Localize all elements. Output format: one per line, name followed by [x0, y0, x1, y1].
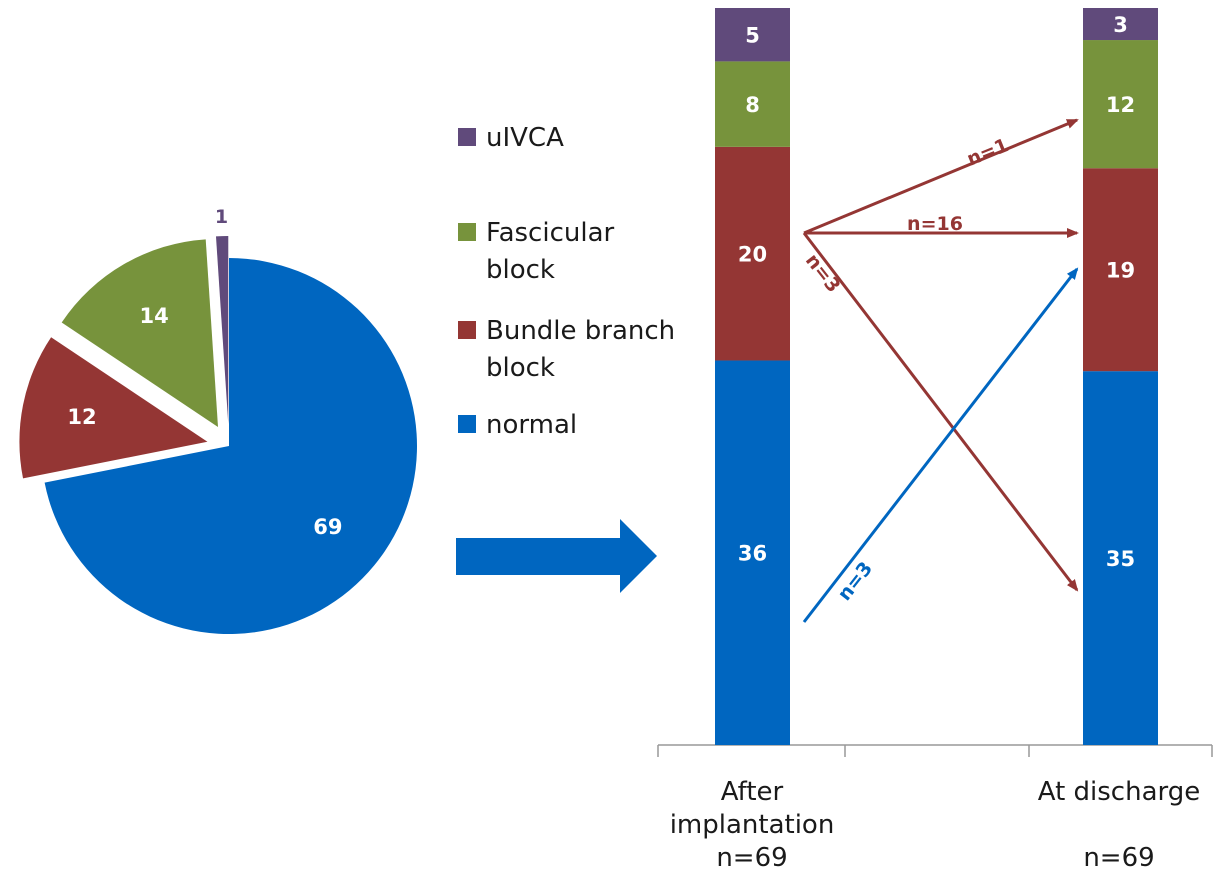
flow-label-normal-to-bundle-branch-block: n=3 — [833, 558, 877, 605]
flow-label-bundle-branch-block-to-normal: n=3 — [801, 250, 845, 297]
bar-segment-bundle-branch-block-1 — [715, 146, 790, 361]
legend-label-uivca-line-1: uIVCA — [486, 123, 564, 153]
bar-label-fascicular-block-1: 8 — [745, 93, 760, 117]
pie-label-bundle-branch-block: 12 — [67, 405, 96, 429]
transition-flows: n=1 n=16 n=3 n=3 — [801, 118, 1079, 623]
pie-slice-fascicular-block — [61, 239, 218, 427]
category-label-2-line-1: At discharge — [1038, 777, 1201, 807]
bar-segment-uivca-2 — [1083, 8, 1158, 41]
flow-arrow-bundle-branch-block-to-normal — [802, 232, 1079, 592]
transition-arrow — [456, 519, 657, 593]
flow-arrow-bundle-branch-block-to-fascicular-block — [803, 118, 1079, 235]
pie-slice-normal — [44, 258, 417, 634]
legend-swatch-fascicular-block — [458, 223, 476, 241]
legend-label-bundle-branch-block-line-1: Bundle branch — [486, 316, 675, 346]
pie-label-fascicular-block: 14 — [139, 304, 168, 328]
flow-label-bundle-branch-block-to-bundle-branch-block: n=16 — [907, 213, 963, 235]
bar-segment-fascicular-block-2 — [1083, 40, 1158, 169]
legend-label-bundle-branch-block-line-2: block — [486, 353, 555, 383]
bar-segment-normal-1 — [715, 360, 790, 745]
pie-chart: 69 12 14 1 — [19, 206, 417, 634]
category-label-1-line-1: After — [721, 777, 784, 807]
legend-label-normal-line-1: normal — [486, 410, 577, 440]
legend: uIVCA Fascicular block Bundle branch block no… — [458, 123, 675, 440]
pie-label-normal: 69 — [313, 515, 342, 539]
bar-label-normal-1: 36 — [738, 542, 767, 566]
legend-swatch-normal — [458, 415, 476, 433]
bar-segment-fascicular-block-1 — [715, 61, 790, 147]
bar-label-bundle-branch-block-2: 19 — [1106, 259, 1135, 283]
legend-label-fascicular-block-line-2: block — [486, 255, 555, 285]
bar-segment-normal-2 — [1083, 371, 1158, 745]
bar-label-fascicular-block-2: 12 — [1106, 93, 1135, 117]
legend-label-fascicular-block-line-1: Fascicular — [486, 218, 614, 248]
bar-segment-bundle-branch-block-2 — [1083, 168, 1158, 372]
pie-slice-bundle-branch-block — [19, 337, 208, 479]
x-axis — [657, 744, 1213, 757]
category-label-1-line-3: n=69 — [716, 843, 787, 873]
pie-label-uivca: 1 — [215, 206, 228, 228]
category-label-1-line-2: implantation — [670, 810, 835, 840]
bar-label-normal-2: 35 — [1106, 547, 1135, 571]
bar-label-bundle-branch-block-1: 20 — [738, 243, 767, 267]
category-label-2-line-3: n=69 — [1083, 843, 1154, 873]
bar-segment-uivca-1 — [715, 8, 790, 62]
flow-arrow-normal-to-bundle-branch-block — [802, 267, 1079, 623]
legend-swatch-uivca — [458, 128, 476, 146]
bar-label-uivca-2: 3 — [1113, 13, 1128, 37]
pie-slice-uivca — [215, 236, 229, 425]
bar-label-uivca-1: 5 — [745, 24, 760, 48]
stacked-bars: 36 20 8 5 35 19 12 3 — [715, 8, 1158, 745]
legend-swatch-bundle-branch-block — [458, 321, 476, 339]
flow-label-bundle-branch-block-to-fascicular-block: n=1 — [964, 134, 1012, 170]
